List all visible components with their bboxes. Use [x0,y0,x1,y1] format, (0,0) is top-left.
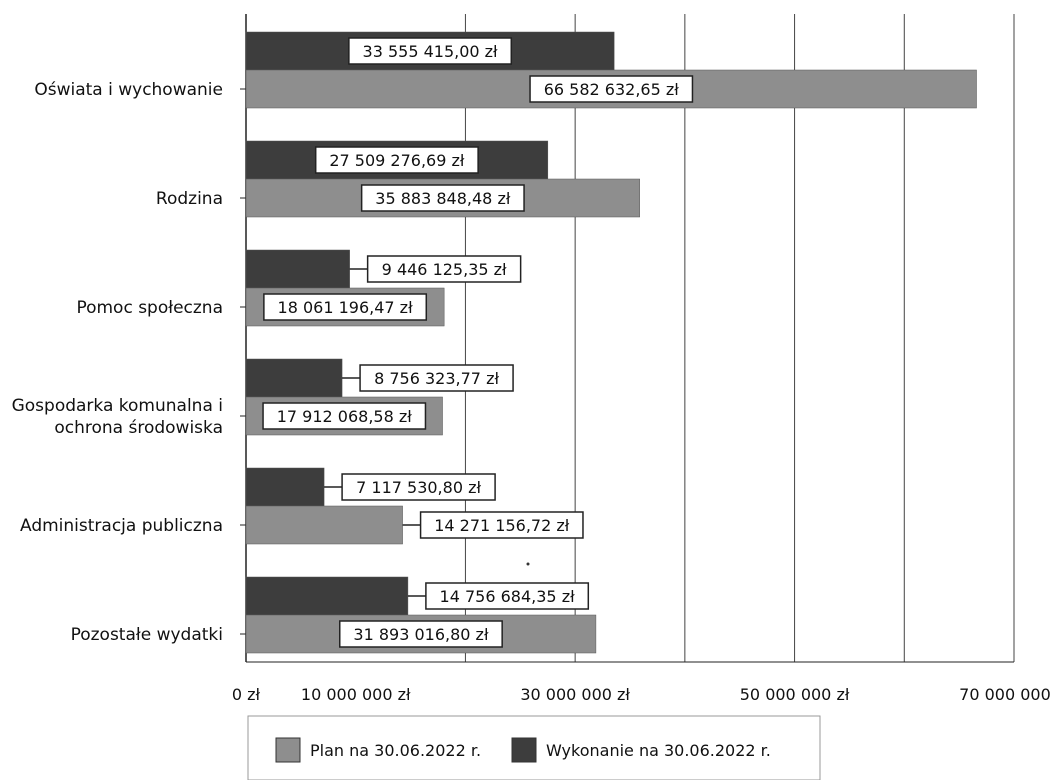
category-label: ochrona środowiska [54,418,223,438]
data-label: 14 271 156,72 zł [434,516,570,535]
category-label: Pozostałe wydatki [71,625,223,645]
gridlines [464,14,1015,662]
data-label: 18 061 196,47 zł [278,298,414,317]
bar-wykonanie [245,576,409,616]
data-label-box [348,37,513,65]
category-label: Rodzina [156,189,223,209]
data-label-box [262,402,427,430]
legend-label: Wykonanie na 30.06.2022 r. [546,741,771,760]
scan-speck [526,562,530,566]
data-label-box [529,75,694,103]
data-label-box [419,511,584,539]
data-label-box [341,473,496,501]
data-labels: 33 555 415,00 zł 27 509 276,69 zł 9 446 12… [262,37,694,648]
data-label: 33 555 415,00 zł [363,42,499,61]
x-axis-ticks: 0 zł 10 000 000 zł 30 000 000 zł 50 000 000… [232,685,1056,704]
x-tick-label: 70 000 000 zł [959,685,1056,704]
legend: Plan na 30.06.2022 r. Wykonanie na 30.06.… [247,715,821,780]
category-label: Pomoc społeczna [76,298,223,318]
legend-swatch-plan [275,737,301,763]
data-label-box [425,582,590,610]
category-label: Oświata i wychowanie [34,80,223,100]
bar-wykonanie [245,249,350,289]
data-label-box [359,364,514,392]
x-tick-label: 0 zł [232,685,261,704]
data-label: 7 117 530,80 zł [356,478,481,497]
category-labels: Oświata i wychowanie Rodzina Pomoc społecz… [12,80,246,645]
data-label: 27 509 276,69 zł [329,151,465,170]
bars [245,31,977,654]
legend-label: Plan na 30.06.2022 r. [310,741,481,760]
data-label-box [366,255,522,283]
data-label: 35 883 848,48 zł [375,189,511,208]
data-label: 14 756 684,35 zł [440,587,576,606]
data-label-box [263,293,428,321]
bar-plan [245,505,403,545]
x-tick-label: 30 000 000 zł [520,685,630,704]
data-label: 17 912 068,58 zł [277,407,413,426]
data-label: 8 756 323,77 zł [374,369,499,388]
bar-wykonanie [245,358,343,398]
data-label-box [314,146,479,174]
category-label: Administracja publiczna [20,516,223,536]
x-tick-label: 10 000 000 zł [301,685,411,704]
category-label: Gospodarka komunalna i [12,396,223,416]
data-label: 31 893 016,80 zł [353,625,489,644]
legend-swatch-wykonanie [511,737,537,763]
data-label-box [360,184,525,212]
data-label: 9 446 125,35 zł [382,260,507,279]
x-tick-label: 50 000 000 zł [740,685,850,704]
bar-wykonanie [245,467,325,507]
data-label: 66 582 632,65 zł [544,80,680,99]
data-label-box [339,620,503,648]
